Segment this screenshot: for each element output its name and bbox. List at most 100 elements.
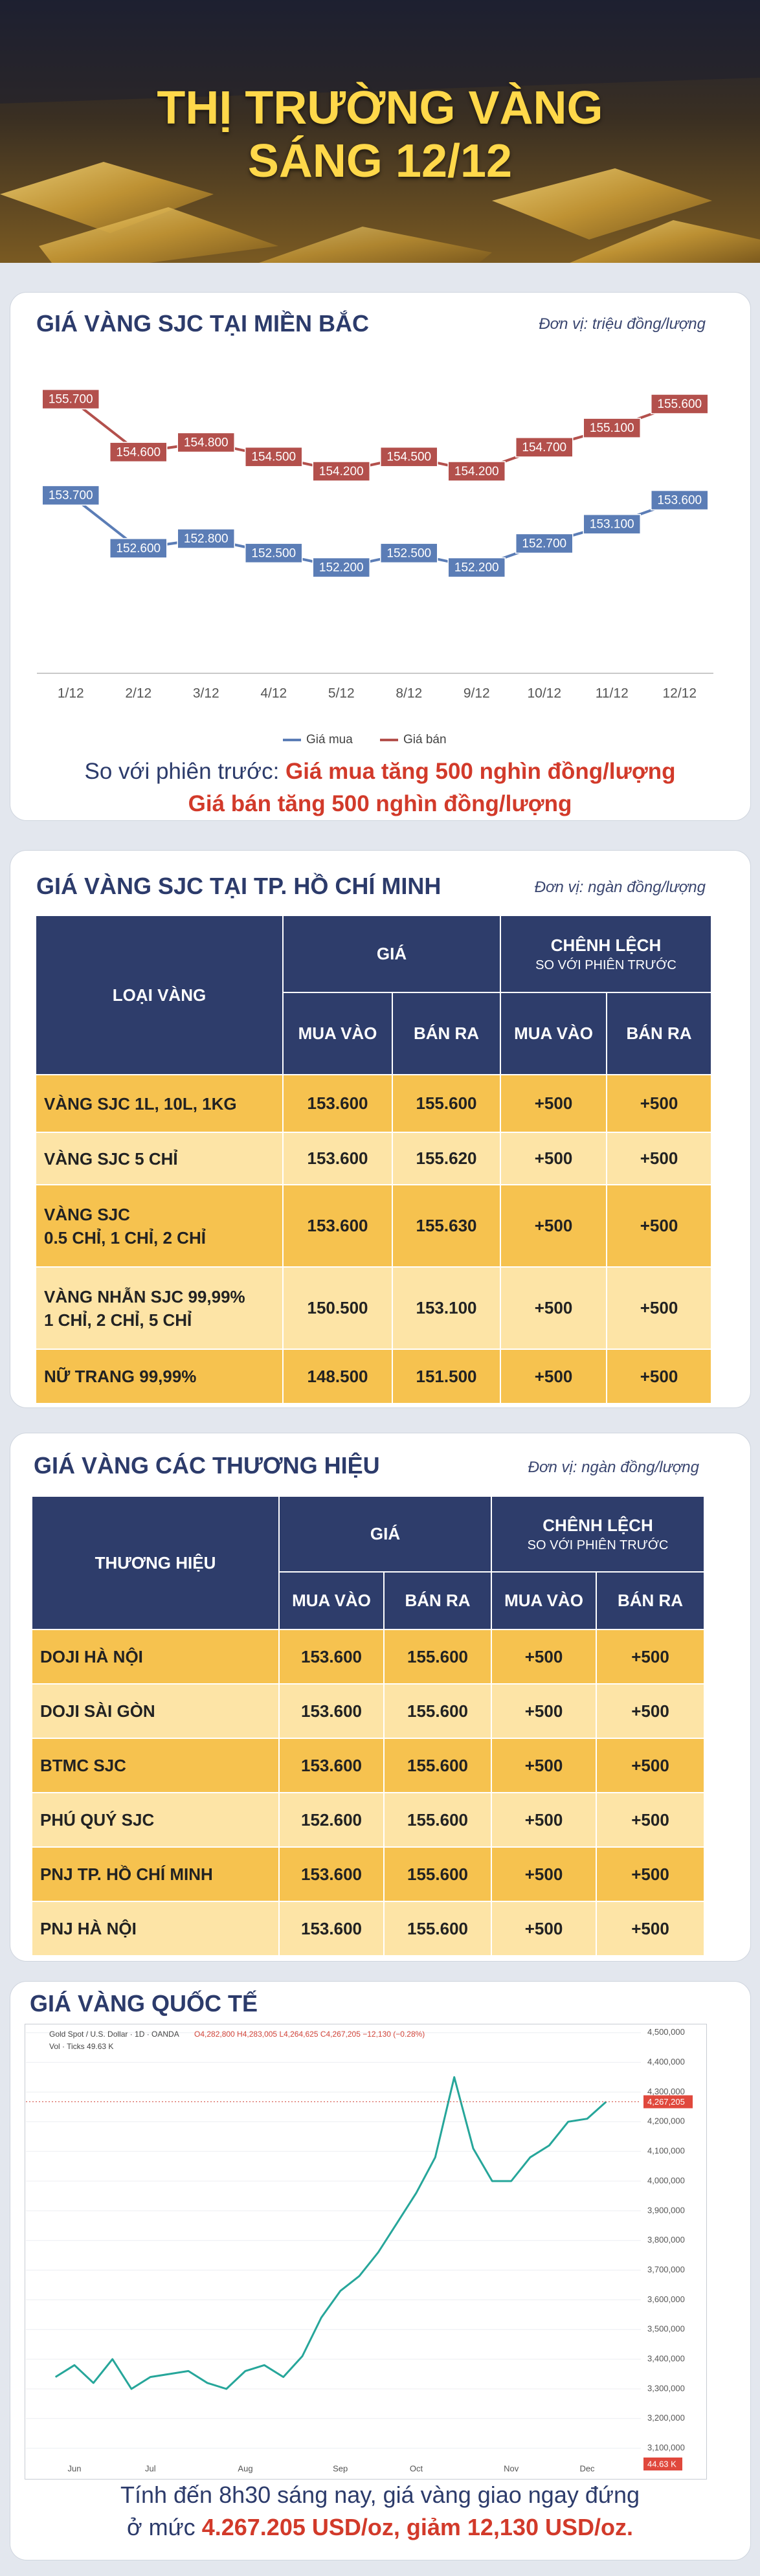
value-cell: +500 (501, 1133, 607, 1184)
value-cell: +500 (492, 1793, 596, 1846)
value-cell: +500 (501, 1075, 607, 1132)
name-text: 0.5 CHỈ, 1 CHỈ, 2 CHỈ (44, 1227, 206, 1248)
comparison-sell: Giá bán tăng 500 nghìn đồng/lượng (188, 791, 572, 816)
value-cell: 155.600 (385, 1848, 491, 1901)
header-cell: MUA VÀO (284, 993, 392, 1074)
value-cell: +500 (492, 1630, 596, 1683)
value-cell: 155.630 (393, 1185, 500, 1266)
header-cell: BÁN RA (393, 993, 500, 1074)
value-cell: 150.500 (284, 1268, 392, 1349)
card (10, 292, 751, 821)
table: LOẠI VÀNG GIÁ CHÊNH LỆCH SO VỚI PHIÊN TRƯỚC… (35, 915, 712, 1404)
value-cell: +500 (492, 1848, 596, 1901)
header-cell: THƯƠNG HIỆU (32, 1497, 278, 1629)
table-head: LOẠI VÀNG GIÁ CHÊNH LỆCH SO VỚI PHIÊN TRƯỚC… (36, 916, 711, 1074)
header-subtext: SO VỚI PHIÊN TRƯỚC (527, 1538, 669, 1552)
unit-note: Đơn vị: triệu đồng/lượng (539, 315, 706, 333)
value-cell: 153.600 (280, 1685, 383, 1738)
name-text: VÀNG SJC 5 CHỈ (44, 1148, 178, 1169)
table-row: VÀNG SJC 5 CHỈ 153.600 155.620 +500 +500 (36, 1133, 711, 1184)
value-cell: 153.100 (393, 1268, 500, 1349)
value-cell: 155.620 (393, 1133, 500, 1184)
caption-highlight: 4.267.205 USD/oz, giảm 12,130 USD/oz. (201, 2514, 634, 2540)
card-title: GIÁ VÀNG CÁC THƯƠNG HIỆU (34, 1452, 380, 1479)
header-cell: LOẠI VÀNG (36, 916, 282, 1074)
value-cell: 155.600 (385, 1793, 491, 1846)
value-cell: +500 (597, 1630, 704, 1683)
value-cell: 153.600 (284, 1075, 392, 1132)
value-cell: 155.600 (385, 1902, 491, 1955)
name-text: VÀNG NHẪN SJC 99,99% (44, 1286, 245, 1306)
comparison-label: So với phiên trước: (84, 759, 280, 784)
value-cell: +500 (597, 1902, 704, 1955)
table-row: PNJ TP. HỒ CHÍ MINH 153.600 155.600 +500 +50… (32, 1848, 704, 1901)
value-cell: 153.600 (280, 1902, 383, 1955)
name-cell: VÀNG NHẪN SJC 99,99% 1 CHỈ, 2 CHỈ, 5 CHỈ (36, 1268, 282, 1349)
header-cell: CHÊNH LỆCH SO VỚI PHIÊN TRƯỚC (501, 916, 711, 992)
header-cell: MUA VÀO (280, 1573, 383, 1629)
caption-line: ở mức 4.267.205 USD/oz, giảm 12,130 USD/… (0, 2512, 760, 2543)
table-row: DOJI HÀ NỘI 153.600 155.600 +500 +500 (32, 1630, 704, 1683)
table-row: VÀNG SJC 0.5 CHỈ, 1 CHỈ, 2 CHỈ 153.600 155.… (36, 1185, 711, 1266)
value-cell: 153.600 (280, 1739, 383, 1792)
table-row: PHÚ QUÝ SJC 152.600 155.600 +500 +500 (32, 1793, 704, 1846)
value-cell: +500 (607, 1075, 711, 1132)
name-cell: VÀNG SJC 5 CHỈ (36, 1133, 282, 1184)
header-title: THỊ TRƯỜNG VÀNG (157, 82, 603, 134)
header-text: CHÊNH LỆCH (542, 1515, 653, 1535)
value-cell: 155.600 (385, 1739, 491, 1792)
table-row: NỮ TRANG 99,99% 148.500 151.500 +500 +500 (36, 1350, 711, 1403)
name-text: BTMC SJC (40, 1756, 126, 1775)
header-row: MUA VÀO BÁN RA MUA VÀO BÁN RA (32, 1573, 704, 1629)
header-cell: BÁN RA (597, 1573, 704, 1629)
value-cell: +500 (607, 1268, 711, 1349)
caption-line: Tính đến 8h30 sáng nay, giá vàng giao ng… (120, 2481, 640, 2508)
header-subtitle: SÁNG 12/12 (247, 135, 513, 187)
value-cell: +500 (597, 1848, 704, 1901)
chart-frame (25, 2024, 707, 2480)
value-cell: +500 (492, 1685, 596, 1738)
caption-prefix: ở mức (126, 2514, 196, 2540)
name-cell: VÀNG SJC 0.5 CHỈ, 1 CHỈ, 2 CHỈ (36, 1185, 282, 1266)
value-cell: 151.500 (393, 1350, 500, 1403)
unit-note: Đơn vị: ngàn đồng/lượng (534, 879, 706, 896)
value-cell: +500 (492, 1739, 596, 1792)
name-text: PNJ TP. HỒ CHÍ MINH (40, 1865, 213, 1884)
header-row: LOẠI VÀNG GIÁ CHÊNH LỆCH SO VỚI PHIÊN TRƯỚC (36, 916, 711, 1074)
name-text: DOJI SÀI GÒN (40, 1701, 155, 1721)
table-row: DOJI SÀI GÒN 153.600 155.600 +500 +500 (32, 1685, 704, 1738)
header-cell: MUA VÀO (492, 1573, 596, 1629)
name-cell: PHÚ QUÝ SJC (32, 1793, 278, 1846)
unit-note: Đơn vị: ngàn đồng/lượng (528, 1459, 699, 1476)
value-cell: 152.600 (280, 1793, 383, 1846)
name-cell: PNJ HÀ NỘI (32, 1902, 278, 1955)
table-row: VÀNG SJC 1L, 10L, 1KG 153.600 155.600 +500 +… (36, 1075, 711, 1132)
table-row: PNJ HÀ NỘI 153.600 155.600 +500 +500 (32, 1902, 704, 1955)
header-cell: CHÊNH LỆCH SO VỚI PHIÊN TRƯỚC (492, 1497, 704, 1571)
name-text: NỮ TRANG 99,99% (44, 1367, 197, 1386)
value-cell: 155.600 (393, 1075, 500, 1132)
table-body: DOJI HÀ NỘI 153.600 155.600 +500 +500 DOJI SÀ… (32, 1630, 704, 1955)
value-cell: 148.500 (284, 1350, 392, 1403)
name-text: 1 CHỈ, 2 CHỈ, 5 CHỈ (44, 1310, 192, 1330)
value-cell: +500 (501, 1268, 607, 1349)
name-cell: VÀNG SJC 1L, 10L, 1KG (36, 1075, 282, 1132)
header-row: THƯƠNG HIỆU GIÁ CHÊNH LỆCH SO VỚI PHIÊN TRƯ… (32, 1497, 704, 1629)
name-cell: NỮ TRANG 99,99% (36, 1350, 282, 1403)
header-text: CHÊNH LỆCH (550, 935, 662, 955)
name-cell: DOJI SÀI GÒN (32, 1685, 278, 1738)
header-cell: BÁN RA (385, 1573, 491, 1629)
card-title: GIÁ VÀNG SJC TẠI TP. HỒ CHÍ MINH (36, 873, 441, 899)
header-cell: BÁN RA (607, 993, 711, 1074)
value-cell: +500 (492, 1902, 596, 1955)
value-cell: 153.600 (280, 1848, 383, 1901)
card-title: GIÁ VÀNG SJC TẠI MIỀN BẮC (36, 310, 370, 337)
name-text: VÀNG SJC 1L, 10L, 1KG (44, 1093, 237, 1114)
comparison-buy: Giá mua tăng 500 nghìn đồng/lượng (285, 759, 676, 784)
header-cell: GIÁ (284, 916, 500, 992)
card-title: GIÁ VÀNG QUỐC TẾ (30, 1990, 258, 2017)
header-cell: GIÁ (280, 1497, 491, 1571)
value-cell: +500 (597, 1685, 704, 1738)
